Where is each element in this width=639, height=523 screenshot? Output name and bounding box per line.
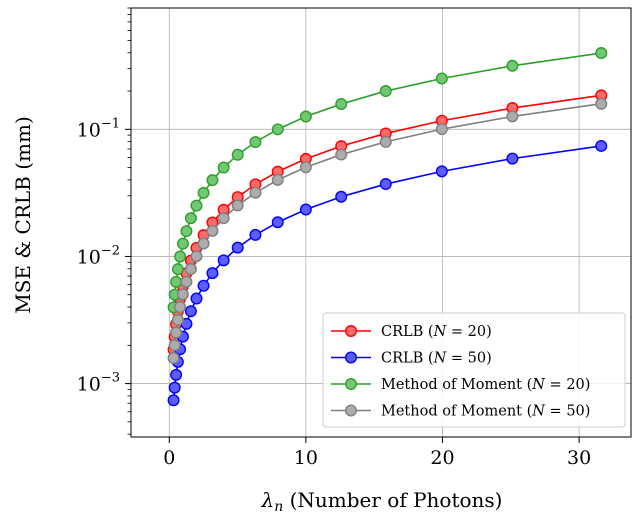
data-point: [168, 339, 181, 352]
x-tick-label: 20: [430, 447, 454, 469]
data-point: [435, 165, 448, 178]
legend-marker: [345, 351, 358, 364]
legend-label: CRLB (N = 50): [381, 351, 492, 367]
legend-marker: [345, 404, 358, 417]
legend-marker: [345, 378, 358, 391]
data-point: [271, 216, 284, 229]
y-tick-label: 10−1: [77, 116, 120, 141]
data-point: [595, 47, 608, 60]
legend-item: CRLB (N = 50): [331, 351, 492, 367]
legend-label: Method of Moment (N = 20): [381, 377, 590, 393]
data-point: [180, 225, 193, 238]
legend: CRLB (N = 20) CRLB (N = 50) Method of Mome…: [322, 312, 626, 428]
data-point: [249, 228, 262, 241]
data-point: [335, 190, 348, 203]
data-point: [231, 199, 244, 212]
data-point: [197, 186, 210, 199]
x-axis-subscript: n: [274, 499, 283, 515]
x-tick-label: 30: [567, 447, 591, 469]
data-point: [299, 110, 312, 123]
data-point: [335, 98, 348, 111]
data-point: [174, 250, 187, 263]
data-point: [168, 381, 181, 394]
data-point: [435, 72, 448, 85]
data-point: [271, 173, 284, 186]
x-axis-text: (Number of Photons): [283, 488, 502, 512]
data-point: [379, 85, 392, 98]
data-point: [167, 394, 180, 407]
data-point: [170, 368, 183, 381]
data-point: [217, 161, 230, 174]
legend-label: CRLB (N = 20): [381, 324, 492, 340]
data-point: [379, 178, 392, 191]
data-point: [184, 262, 197, 275]
data-point: [231, 148, 244, 161]
data-point: [249, 136, 262, 149]
series-3: [167, 47, 608, 314]
data-point: [206, 174, 219, 187]
y-axis-label: MSE & CRLB (mm): [11, 116, 35, 314]
data-point: [506, 110, 519, 123]
data-point: [335, 148, 348, 161]
data-point: [171, 313, 184, 326]
y-tick-label: 10−2: [77, 243, 120, 268]
data-point: [249, 186, 262, 199]
data-point: [299, 203, 312, 216]
data-point: [170, 326, 183, 339]
axes: 0 10 20 30 10−3 10−2 10−1: [77, 7, 591, 469]
data-point: [506, 152, 519, 165]
data-point: [174, 301, 187, 314]
data-point: [506, 59, 519, 72]
data-point: [197, 279, 210, 292]
data-point: [271, 123, 284, 136]
y-tick-label: 10−3: [77, 371, 120, 396]
x-axis-label: λn (Number of Photons): [261, 488, 503, 515]
data-point: [184, 305, 197, 318]
x-tick-label: 10: [294, 447, 318, 469]
data-point: [231, 241, 244, 254]
data-point: [217, 212, 230, 225]
legend-item: Method of Moment (N = 50): [331, 404, 590, 420]
data-point: [176, 288, 189, 301]
legend-item: Method of Moment (N = 20): [331, 377, 590, 393]
plot-frame: [130, 7, 632, 438]
data-point: [595, 139, 608, 152]
data-point: [180, 275, 193, 288]
data-point: [171, 263, 184, 276]
series-4: [167, 97, 608, 364]
data-point: [206, 224, 219, 237]
legend-item: CRLB (N = 20): [331, 324, 492, 340]
data-point: [299, 161, 312, 174]
data-point: [197, 237, 210, 250]
data-point: [217, 254, 230, 267]
data-point: [435, 123, 448, 136]
x-axis-symbol: λ: [261, 488, 275, 512]
series-layer: [167, 47, 608, 407]
data-point: [190, 250, 203, 263]
data-point: [184, 212, 197, 225]
data-point: [595, 97, 608, 110]
x-tick-label: 0: [163, 447, 175, 469]
legend-marker: [345, 325, 358, 338]
data-point: [206, 267, 219, 280]
data-point: [379, 135, 392, 148]
data-point: [176, 237, 189, 250]
data-point: [190, 292, 203, 305]
data-point: [190, 199, 203, 212]
data-point: [170, 275, 183, 288]
legend-box: [322, 312, 626, 428]
data-point: [167, 351, 180, 364]
legend-label: Method of Moment (N = 50): [381, 404, 590, 420]
